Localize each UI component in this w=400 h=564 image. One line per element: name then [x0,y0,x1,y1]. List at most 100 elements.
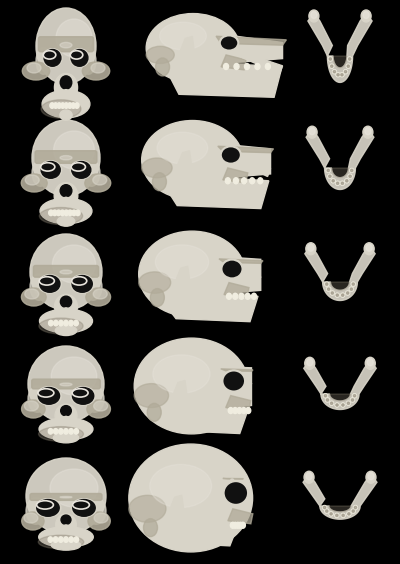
Ellipse shape [344,70,347,73]
Ellipse shape [306,243,316,255]
Ellipse shape [246,408,251,413]
Ellipse shape [341,293,345,297]
Ellipse shape [365,358,375,369]
Polygon shape [219,259,263,263]
Ellipse shape [28,386,47,412]
Ellipse shape [224,64,228,69]
Ellipse shape [325,509,329,513]
Ellipse shape [347,402,350,404]
Ellipse shape [349,175,351,178]
Ellipse shape [72,387,94,404]
Ellipse shape [139,272,171,293]
Ellipse shape [72,276,92,292]
Ellipse shape [342,514,344,517]
Ellipse shape [233,408,238,413]
Polygon shape [167,495,185,517]
Ellipse shape [48,537,53,543]
Ellipse shape [25,289,39,299]
Ellipse shape [25,175,39,185]
Ellipse shape [56,514,76,536]
Ellipse shape [345,179,349,183]
Ellipse shape [351,509,355,513]
Ellipse shape [326,399,329,401]
Ellipse shape [71,499,97,517]
Ellipse shape [63,416,69,421]
Ellipse shape [160,22,206,50]
Ellipse shape [22,288,46,306]
Ellipse shape [341,403,345,407]
Polygon shape [177,37,195,59]
Ellipse shape [64,429,68,434]
Ellipse shape [55,325,77,336]
Polygon shape [226,154,270,177]
Ellipse shape [32,160,49,186]
Ellipse shape [241,408,246,413]
Ellipse shape [335,513,339,517]
Ellipse shape [30,234,102,310]
Ellipse shape [265,64,270,69]
Ellipse shape [26,497,46,525]
Ellipse shape [332,70,336,74]
Ellipse shape [37,500,59,516]
Ellipse shape [35,499,61,517]
Ellipse shape [129,444,252,552]
Ellipse shape [36,48,51,74]
Ellipse shape [39,208,83,224]
Polygon shape [224,47,282,74]
Ellipse shape [234,178,238,184]
Polygon shape [216,36,286,45]
Ellipse shape [309,10,319,22]
Ellipse shape [64,210,68,215]
Ellipse shape [48,429,53,434]
Ellipse shape [226,293,232,299]
Ellipse shape [329,58,332,60]
Ellipse shape [53,433,79,443]
Ellipse shape [348,513,350,515]
Ellipse shape [336,404,338,406]
Ellipse shape [222,261,242,277]
FancyBboxPatch shape [35,151,97,164]
Ellipse shape [69,429,73,434]
Ellipse shape [354,505,358,509]
Ellipse shape [88,512,110,530]
Ellipse shape [73,500,95,516]
Ellipse shape [36,8,96,84]
Ellipse shape [86,288,110,306]
Ellipse shape [252,293,256,299]
Ellipse shape [234,64,239,69]
Ellipse shape [157,132,208,164]
Ellipse shape [42,90,90,118]
Ellipse shape [139,231,245,317]
Ellipse shape [72,210,76,215]
Ellipse shape [239,293,244,299]
Polygon shape [221,55,246,70]
Ellipse shape [75,103,79,108]
Ellipse shape [54,73,78,102]
FancyBboxPatch shape [30,494,102,500]
Ellipse shape [63,197,69,202]
Ellipse shape [224,481,248,505]
Polygon shape [303,474,377,519]
Ellipse shape [342,404,344,406]
Ellipse shape [304,472,314,483]
Ellipse shape [346,292,349,294]
Ellipse shape [350,398,354,402]
Ellipse shape [52,245,96,283]
Ellipse shape [38,387,60,404]
Ellipse shape [233,293,238,299]
Ellipse shape [326,398,330,402]
Ellipse shape [83,160,100,186]
Polygon shape [228,477,242,522]
Ellipse shape [330,291,334,295]
Ellipse shape [222,259,242,279]
Polygon shape [173,266,191,288]
Ellipse shape [352,510,354,512]
Polygon shape [174,151,192,173]
Ellipse shape [351,282,355,286]
Ellipse shape [40,161,62,179]
Polygon shape [167,64,282,98]
Ellipse shape [150,289,164,307]
Ellipse shape [346,291,350,295]
Ellipse shape [54,429,58,434]
Ellipse shape [43,49,62,67]
